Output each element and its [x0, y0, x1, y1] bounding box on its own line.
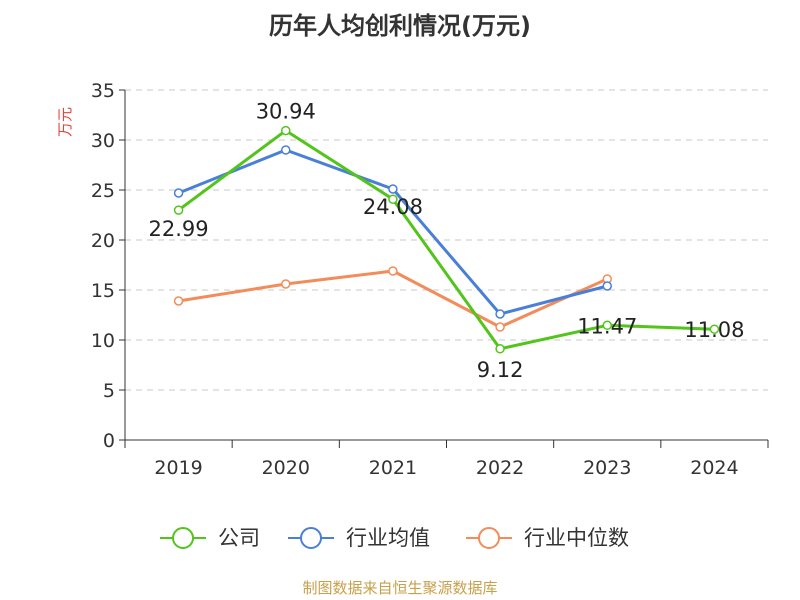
data-label: 24.08 [363, 195, 423, 219]
x-tick-label: 2022 [476, 457, 524, 479]
x-tick-label: 2023 [583, 457, 631, 479]
data-point [281, 125, 291, 136]
series-line-0 [177, 129, 715, 351]
data-point [495, 344, 505, 354]
data-point [173, 188, 184, 198]
y-tick-label: 30 [91, 130, 115, 152]
legend-item-0: 公司 [160, 526, 260, 550]
y-tick-label: 35 [91, 80, 115, 102]
x-tick-label: 2020 [262, 457, 310, 479]
data-label: 11.47 [577, 314, 637, 338]
legend-swatch-marker [478, 527, 500, 549]
data-point [495, 322, 505, 332]
legend-item-2: 行业中位数 [466, 526, 629, 550]
series-line-2 [178, 269, 608, 329]
y-tick-label: 20 [91, 230, 115, 252]
data-point [388, 266, 398, 276]
data-label: 30.94 [256, 100, 316, 124]
data-label: 9.12 [477, 358, 524, 382]
source-note: 制图数据来自恒生聚源数据库 [302, 579, 498, 597]
y-tick-label: 0 [103, 430, 115, 452]
data-point [173, 296, 184, 306]
y-tick-label: 10 [91, 330, 115, 352]
data-point [388, 184, 398, 194]
y-axis-label: 万元 [56, 107, 74, 137]
legend-label: 行业均值 [346, 526, 430, 550]
y-tick-label: 25 [91, 180, 115, 202]
data-point [602, 281, 612, 291]
y-tick-label: 15 [91, 280, 115, 302]
data-point [281, 279, 291, 289]
x-tick-label: 2024 [690, 457, 738, 479]
data-label: 22.99 [149, 217, 209, 241]
legend-label: 公司 [218, 526, 260, 550]
data-point [173, 205, 184, 215]
data-label: 11.08 [684, 318, 744, 342]
data-point [709, 324, 720, 334]
legend-label: 行业中位数 [524, 526, 629, 550]
y-tick-label: 5 [103, 380, 115, 402]
legend-item-1: 行业均值 [288, 526, 430, 550]
legend-swatch-marker [300, 527, 322, 549]
legend-swatch-marker [172, 527, 194, 549]
chart-title: 历年人均创利情况(万元) [269, 12, 531, 40]
data-point [602, 320, 612, 331]
data-point [281, 145, 291, 155]
x-tick-label: 2019 [154, 457, 202, 479]
data-point [495, 309, 505, 319]
x-tick-label: 2021 [369, 457, 417, 479]
data-point [388, 194, 398, 204]
